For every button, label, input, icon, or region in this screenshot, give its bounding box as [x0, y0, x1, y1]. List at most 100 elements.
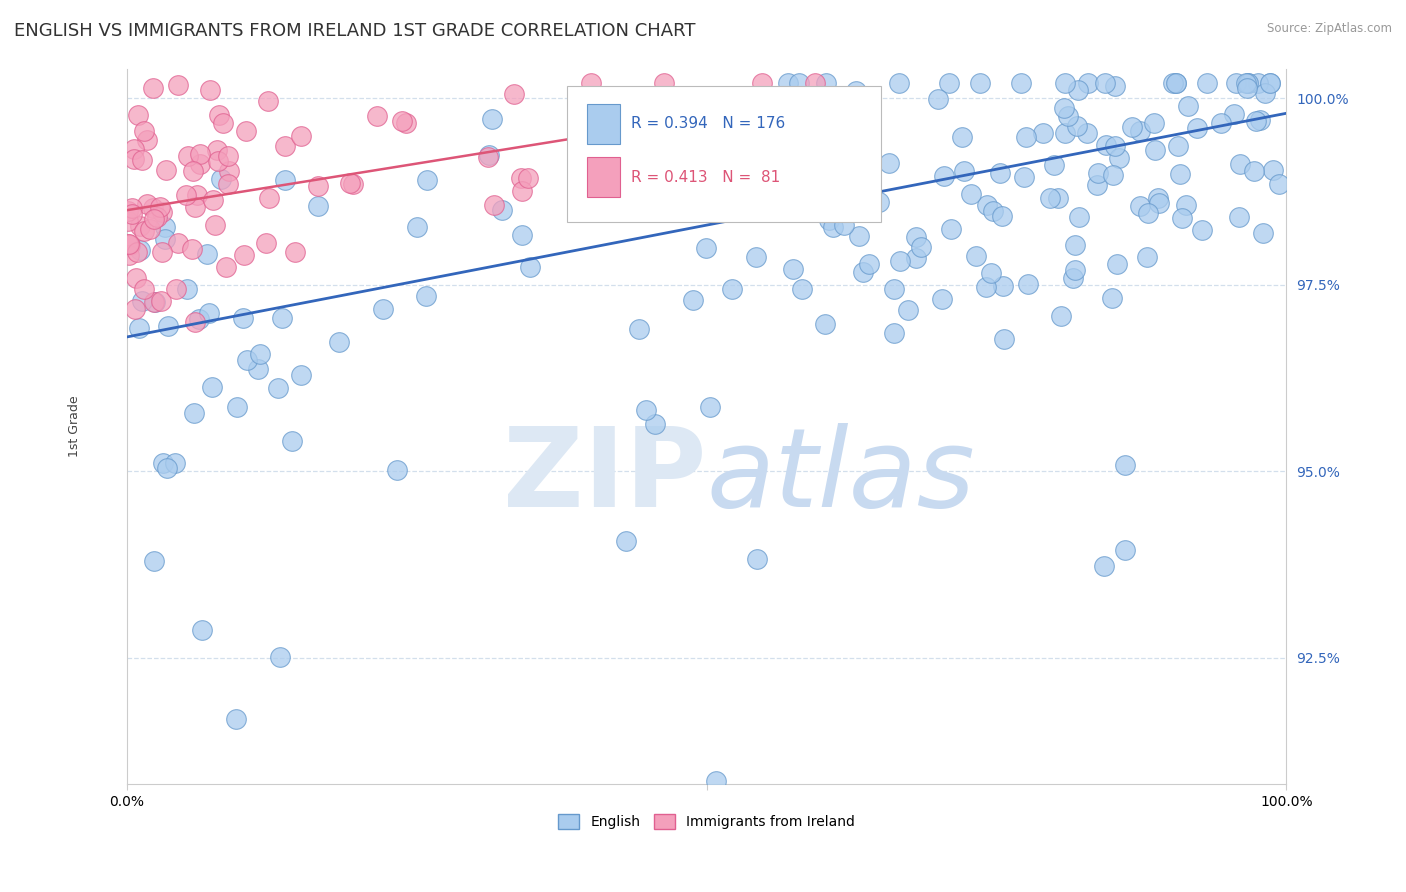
Point [155, 163, 177, 178]
Point [747, 551, 769, 566]
Point [366, 109, 388, 123]
Point [1076, 126, 1098, 140]
Point [976, 198, 998, 212]
Point [509, 171, 531, 186]
Point [1077, 77, 1099, 91]
Point [1101, 291, 1123, 305]
Point [877, 155, 900, 169]
Point [1064, 238, 1087, 252]
Point [184, 315, 207, 329]
Point [134, 224, 156, 238]
Point [792, 283, 814, 297]
Point [1032, 126, 1054, 140]
Point [207, 154, 229, 169]
Point [1039, 191, 1062, 205]
Point [1268, 177, 1291, 191]
Point [927, 92, 949, 106]
Point [965, 249, 987, 263]
Point [1197, 77, 1219, 91]
Point [834, 218, 856, 232]
Point [720, 283, 742, 297]
Point [477, 150, 499, 164]
Point [232, 310, 254, 325]
Point [1012, 170, 1035, 185]
Point [1164, 77, 1187, 91]
Point [135, 133, 157, 147]
Point [1174, 198, 1197, 212]
Point [149, 294, 172, 309]
Bar [588, 157, 620, 197]
Point [804, 77, 827, 91]
Point [969, 77, 991, 91]
Point [652, 77, 675, 91]
Point [166, 78, 188, 92]
Point [188, 146, 211, 161]
Point [215, 260, 238, 274]
Point [416, 173, 439, 187]
Point [204, 218, 226, 232]
Text: ENGLISH VS IMMIGRANTS FROM IRELAND 1ST GRADE CORRELATION CHART: ENGLISH VS IMMIGRANTS FROM IRELAND 1ST G… [14, 22, 696, 40]
Point [974, 279, 997, 293]
Point [579, 77, 602, 91]
Point [274, 138, 297, 153]
Point [1177, 99, 1199, 113]
Point [124, 301, 146, 316]
Point [1223, 107, 1246, 121]
Point [415, 288, 437, 302]
Point [637, 186, 659, 201]
Point [1102, 168, 1125, 182]
Point [235, 123, 257, 137]
Point [1143, 116, 1166, 130]
Point [127, 108, 149, 122]
Point [634, 402, 657, 417]
Point [267, 381, 290, 395]
Point [121, 201, 143, 215]
Point [1258, 77, 1281, 91]
Point [176, 282, 198, 296]
Point [993, 332, 1015, 346]
Point [910, 240, 932, 254]
Point [132, 124, 155, 138]
Point [122, 152, 145, 166]
Point [217, 149, 239, 163]
Point [1237, 77, 1260, 91]
Point [307, 178, 329, 193]
Point [149, 201, 172, 215]
Point [717, 109, 740, 123]
Point [889, 253, 911, 268]
Point [1064, 263, 1087, 277]
Point [858, 257, 880, 271]
Point [117, 214, 139, 228]
Point [1261, 163, 1284, 178]
Point [281, 434, 304, 449]
Point [342, 177, 364, 191]
Point [478, 147, 501, 161]
Point [1161, 77, 1184, 91]
Point [1236, 80, 1258, 95]
Point [385, 463, 408, 477]
Point [484, 198, 506, 212]
Point [191, 624, 214, 638]
Point [290, 129, 312, 144]
Point [1069, 210, 1091, 224]
Point [1251, 227, 1274, 241]
Point [1056, 109, 1078, 123]
Point [127, 244, 149, 259]
Point [1092, 558, 1115, 573]
Point [118, 237, 141, 252]
Point [889, 77, 911, 91]
Point [1143, 143, 1166, 157]
Point [195, 247, 218, 261]
Point [1050, 309, 1073, 323]
Point [519, 260, 541, 275]
Point [883, 282, 905, 296]
Point [512, 228, 534, 243]
Point [188, 311, 211, 326]
Point [405, 219, 427, 234]
Point [981, 204, 1004, 219]
Point [787, 77, 810, 91]
Point [201, 194, 224, 208]
Point [257, 94, 280, 108]
Point [704, 774, 727, 789]
Point [198, 306, 221, 320]
